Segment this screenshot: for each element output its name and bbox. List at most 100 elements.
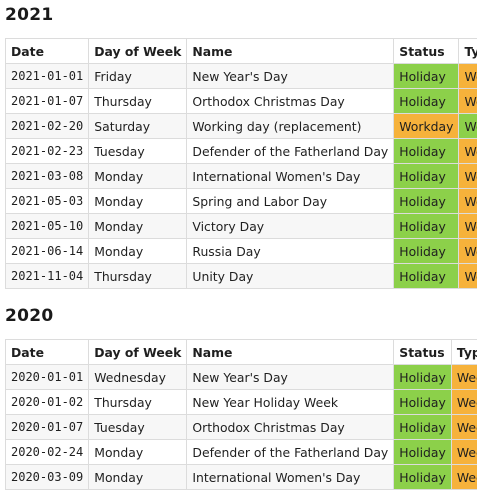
day-of-week-cell: Tuesday <box>89 139 187 164</box>
status-badge: Holiday <box>394 89 459 114</box>
date-cell: 2020-01-01 <box>6 365 89 390</box>
status-badge: Holiday <box>394 465 452 490</box>
type-badge: Weekday <box>459 239 477 264</box>
column-header-date[interactable]: Date <box>6 39 89 64</box>
type-badge: Weekday <box>451 415 477 440</box>
holiday-table-2020: Date Day of Week Name Status Type 2020-0… <box>5 339 477 490</box>
holiday-name-cell: Spring and Labor Day <box>187 189 394 214</box>
date-cell: 2021-03-08 <box>6 164 89 189</box>
day-of-week-cell: Thursday <box>89 264 187 289</box>
day-of-week-cell: Thursday <box>89 390 187 415</box>
type-badge: Weekday <box>459 139 477 164</box>
column-header-dow[interactable]: Day of Week <box>89 340 187 365</box>
status-badge: Holiday <box>394 164 459 189</box>
type-badge: Weekday <box>459 164 477 189</box>
type-badge: Weekend <box>459 114 477 139</box>
column-header-name[interactable]: Name <box>187 340 394 365</box>
date-cell: 2021-01-07 <box>6 89 89 114</box>
holiday-name-cell: Russia Day <box>187 239 394 264</box>
column-header-name[interactable]: Name <box>187 39 394 64</box>
column-header-date[interactable]: Date <box>6 340 89 365</box>
holiday-name-cell: Orthodox Christmas Day <box>187 89 394 114</box>
date-cell: 2021-01-01 <box>6 64 89 89</box>
type-badge: Weekday <box>451 365 477 390</box>
type-badge: Weekday <box>459 64 477 89</box>
status-badge: Holiday <box>394 139 459 164</box>
status-badge: Holiday <box>394 440 452 465</box>
day-of-week-cell: Monday <box>89 189 187 214</box>
date-cell: 2021-06-14 <box>6 239 89 264</box>
status-badge: Holiday <box>394 390 452 415</box>
day-of-week-cell: Monday <box>89 214 187 239</box>
date-cell: 2021-02-20 <box>6 114 89 139</box>
date-cell: 2020-02-24 <box>6 440 89 465</box>
column-header-dow[interactable]: Day of Week <box>89 39 187 64</box>
type-badge: Weekday <box>451 440 477 465</box>
day-of-week-cell: Friday <box>89 64 187 89</box>
day-of-week-cell: Thursday <box>89 89 187 114</box>
day-of-week-cell: Monday <box>89 239 187 264</box>
date-cell: 2020-01-07 <box>6 415 89 440</box>
holiday-name-cell: Defender of the Fatherland Day <box>187 139 394 164</box>
day-of-week-cell: Wednesday <box>89 365 187 390</box>
table-header-row: Date Day of Week Name Status Type <box>6 340 477 365</box>
holiday-name-cell: International Women's Day <box>187 164 394 189</box>
column-header-status[interactable]: Status <box>394 39 459 64</box>
status-badge: Holiday <box>394 239 459 264</box>
status-badge: Holiday <box>394 64 459 89</box>
status-badge: Holiday <box>394 415 452 440</box>
type-badge: Weekday <box>451 465 477 490</box>
column-header-type[interactable]: Type <box>451 340 477 365</box>
holiday-name-cell: Defender of the Fatherland Day <box>187 440 394 465</box>
holiday-table-2021: Date Day of Week Name Status Type 2021-0… <box>5 38 477 289</box>
holiday-name-cell: New Year's Day <box>187 64 394 89</box>
date-cell: 2021-02-23 <box>6 139 89 164</box>
status-badge: Holiday <box>394 365 452 390</box>
column-header-status[interactable]: Status <box>394 340 452 365</box>
day-of-week-cell: Monday <box>89 164 187 189</box>
column-header-type[interactable]: Type <box>459 39 477 64</box>
type-badge: Weekday <box>459 189 477 214</box>
date-cell: 2021-11-04 <box>6 264 89 289</box>
type-badge: Weekday <box>459 89 477 114</box>
status-badge: Holiday <box>394 189 459 214</box>
day-of-week-cell: Saturday <box>89 114 187 139</box>
status-badge: Holiday <box>394 264 459 289</box>
section-title-2021: 2021 <box>5 5 54 25</box>
day-of-week-cell: Monday <box>89 440 187 465</box>
date-cell: 2020-01-02 <box>6 390 89 415</box>
date-cell: 2020-03-09 <box>6 465 89 490</box>
holiday-name-cell: Unity Day <box>187 264 394 289</box>
table-header-row: Date Day of Week Name Status Type <box>6 39 477 64</box>
status-badge: Workday <box>394 114 459 139</box>
type-badge: Weekday <box>451 390 477 415</box>
holiday-name-cell: New Year's Day <box>187 365 394 390</box>
status-badge: Holiday <box>394 214 459 239</box>
holiday-name-cell: International Women's Day <box>187 465 394 490</box>
type-badge: Weekday <box>459 214 477 239</box>
date-cell: 2021-05-10 <box>6 214 89 239</box>
section-title-2020: 2020 <box>5 306 54 326</box>
holiday-name-cell: Working day (replacement) <box>187 114 394 139</box>
holiday-name-cell: Orthodox Christmas Day <box>187 415 394 440</box>
holiday-name-cell: Victory Day <box>187 214 394 239</box>
day-of-week-cell: Tuesday <box>89 415 187 440</box>
holiday-name-cell: New Year Holiday Week <box>187 390 394 415</box>
day-of-week-cell: Monday <box>89 465 187 490</box>
